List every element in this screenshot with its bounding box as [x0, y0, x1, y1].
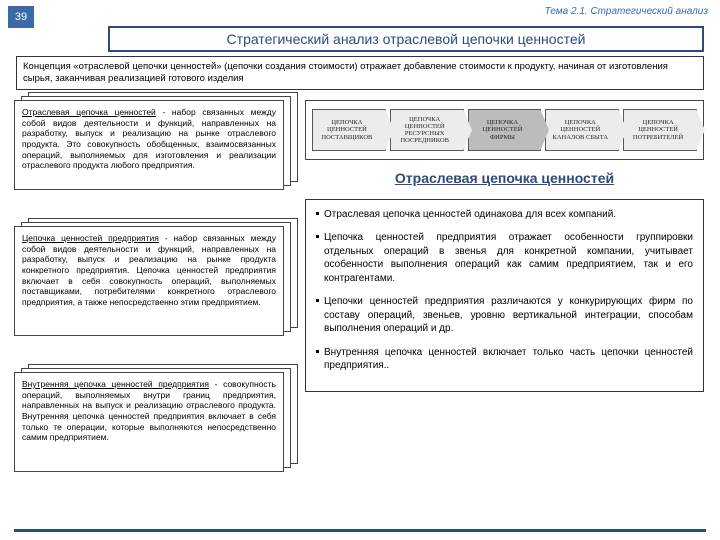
- definition-text: - набор связанных между собой видов деят…: [22, 233, 276, 307]
- footer-divider: [14, 529, 706, 532]
- definition-term: Отраслевая цепочка ценностей: [22, 107, 156, 117]
- bullet-item: Внутренняя цепочка ценностей включает то…: [316, 346, 693, 373]
- definitions-column: Отраслевая цепочка ценностей - набор свя…: [14, 100, 294, 508]
- bullet-box: Отраслевая цепочка ценностей одинакова д…: [305, 199, 704, 392]
- bullet-item: Цепочка ценностей предприятия отражает о…: [316, 231, 693, 285]
- bullet-item: Цепочки ценностей предприятия различаютс…: [316, 295, 693, 336]
- right-column: Цепочка ценностей поставщиков Цепочка це…: [305, 100, 704, 392]
- page-title: Стратегический анализ отраслевой цепочки…: [108, 26, 704, 52]
- topic-label: Тема 2.1. Стратегический анализ: [545, 6, 708, 17]
- concept-box: Концепция «отраслевой цепочки ценностей»…: [16, 56, 704, 90]
- value-chain-diagram: Цепочка ценностей поставщиков Цепочка це…: [305, 100, 704, 160]
- chain-node-suppliers: Цепочка ценностей поставщиков: [312, 109, 386, 151]
- definition-card-2: Цепочка ценностей предприятия - набор св…: [14, 226, 294, 344]
- page-number: 39: [8, 6, 34, 28]
- chain-node-intermediaries: Цепочка ценностей ресурсных посредников: [390, 109, 464, 151]
- definition-card-3: Внутренняя цепочка ценностей предприятия…: [14, 372, 294, 480]
- chain-node-channels: Цепочка ценностей каналов сбыта: [545, 109, 619, 151]
- definition-card-1: Отраслевая цепочка ценностей - набор свя…: [14, 100, 294, 198]
- definition-term: Цепочка ценностей предприятия: [22, 233, 159, 243]
- definition-term: Внутренняя цепочка ценностей предприятия: [22, 379, 209, 389]
- chain-title: Отраслевая цепочка ценностей: [305, 170, 704, 187]
- bullet-item: Отраслевая цепочка ценностей одинакова д…: [316, 208, 693, 222]
- chain-node-consumers: Цепочка ценностей потребителей: [623, 109, 697, 151]
- chain-node-firm: Цепочка ценностей фирмы: [468, 109, 542, 151]
